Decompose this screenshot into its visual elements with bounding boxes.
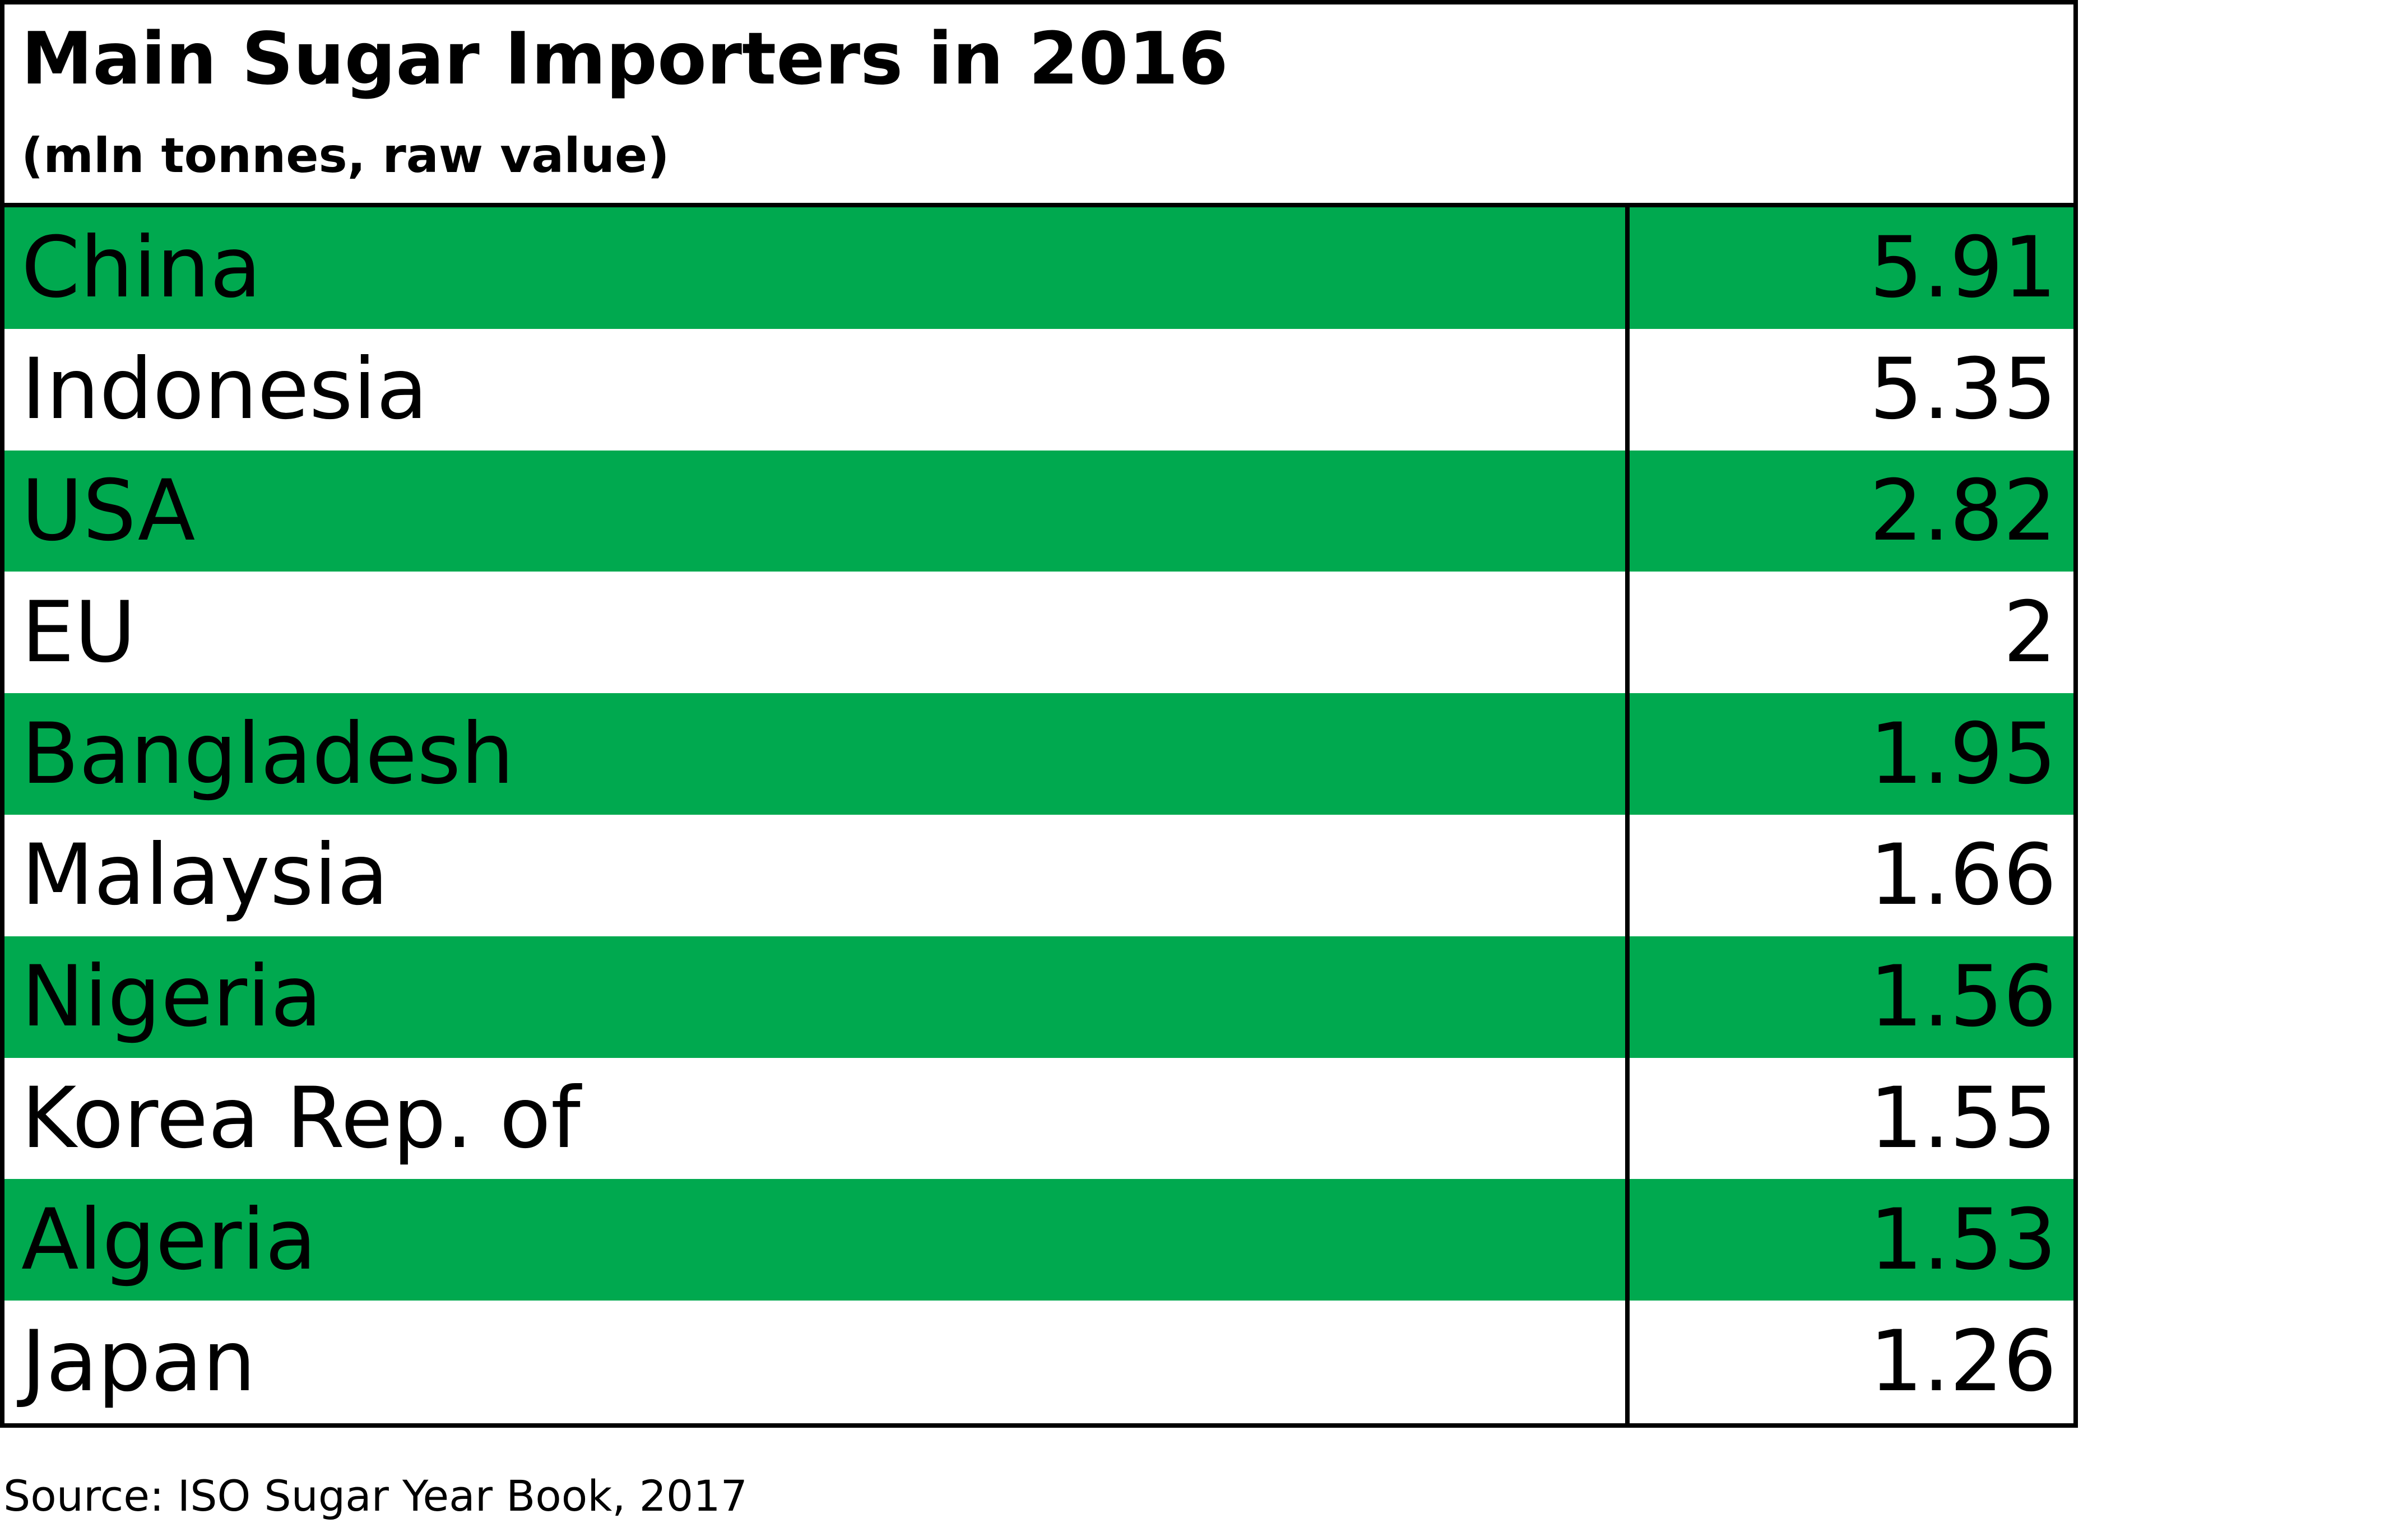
row-country-label: Nigeria bbox=[21, 948, 322, 1046]
table-row: EU 2 bbox=[4, 572, 2073, 694]
row-country-label: EU bbox=[21, 583, 136, 681]
row-country-label: Algeria bbox=[21, 1191, 317, 1289]
column-divider bbox=[1625, 207, 1630, 1423]
row-country-label: Korea Rep. of bbox=[21, 1069, 581, 1167]
row-value: 1.66 bbox=[1869, 826, 2057, 925]
row-value: 1.56 bbox=[1869, 948, 2057, 1046]
table-row: Malaysia 1.66 bbox=[4, 815, 2073, 936]
table-row: Algeria 1.53 bbox=[4, 1179, 2073, 1301]
table-subtitle: (mln tonnes, raw value) bbox=[21, 128, 670, 184]
table-title: Main Sugar Importers in 2016 bbox=[21, 17, 1228, 101]
table-row: China 5.91 bbox=[4, 207, 2073, 329]
row-country-label: Japan bbox=[21, 1312, 256, 1410]
table-row: Indonesia 5.35 bbox=[4, 328, 2073, 451]
row-value: 1.26 bbox=[1869, 1312, 2057, 1410]
table-row: Japan 1.26 bbox=[4, 1301, 2073, 1422]
row-value: 1.55 bbox=[1869, 1069, 2057, 1167]
row-value: 5.91 bbox=[1869, 219, 2057, 317]
table-body: China 5.91 Indonesia 5.35 USA 2.82 EU 2 Banglade… bbox=[4, 207, 2073, 1423]
row-country-label: USA bbox=[21, 462, 196, 560]
row-value: 2 bbox=[2003, 583, 2057, 681]
row-country-label: Bangladesh bbox=[21, 705, 514, 803]
table-row: USA 2.82 bbox=[4, 450, 2073, 572]
table-row: Nigeria 1.56 bbox=[4, 936, 2073, 1058]
table-row: Bangladesh 1.95 bbox=[4, 693, 2073, 815]
row-country-label: Malaysia bbox=[21, 826, 389, 925]
row-value: 1.95 bbox=[1869, 705, 2057, 803]
importers-table: Main Sugar Importers in 2016 (mln tonnes… bbox=[0, 0, 2078, 1428]
row-country-label: Indonesia bbox=[21, 341, 428, 439]
row-country-label: China bbox=[21, 219, 262, 317]
row-value: 5.35 bbox=[1869, 341, 2057, 439]
row-value: 1.53 bbox=[1869, 1191, 2057, 1289]
table-row: Korea Rep. of 1.55 bbox=[4, 1057, 2073, 1180]
table-header: Main Sugar Importers in 2016 (mln tonnes… bbox=[4, 4, 2073, 207]
row-value: 2.82 bbox=[1869, 462, 2057, 560]
source-note: Source: ISO Sugar Year Book, 2017 bbox=[3, 1471, 748, 1521]
